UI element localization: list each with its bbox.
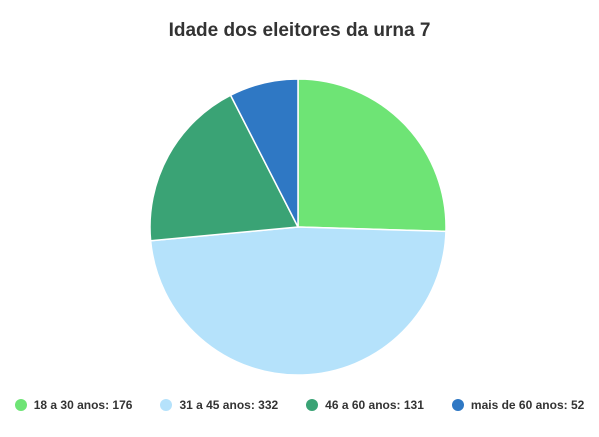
pie-slice-31-45[interactable]: [149, 226, 447, 376]
legend-marker-46-60: [306, 399, 319, 411]
legend-item-31-45[interactable]: 31 a 45 anos: 332: [160, 398, 278, 412]
pie-slice-46-60[interactable]: [149, 94, 299, 242]
legend: 18 a 30 anos: 176 31 a 45 anos: 332 46 a…: [0, 398, 599, 412]
legend-label-31-45: 31 a 45 anos: 332: [179, 398, 279, 412]
legend-marker-60-plus: [451, 399, 464, 411]
legend-item-60-plus[interactable]: mais de 60 anos: 52: [451, 398, 585, 412]
legend-marker-31-45: [160, 399, 173, 411]
legend-item-46-60[interactable]: 46 a 60 anos: 131: [306, 398, 424, 412]
legend-label-18-30: 18 a 30 anos: 176: [33, 398, 133, 412]
pie-slice-60-plus[interactable]: [229, 78, 299, 228]
legend-marker-18-30: [14, 399, 27, 411]
legend-label-46-60: 46 a 60 anos: 131: [325, 398, 424, 412]
pie-slice-18-30[interactable]: [297, 78, 447, 233]
legend-label-60-plus: mais de 60 anos: 52: [470, 398, 585, 412]
legend-item-18-30[interactable]: 18 a 30 anos: 176: [14, 398, 133, 412]
chart-title: Idade dos eleitores da urna 7: [168, 20, 431, 41]
